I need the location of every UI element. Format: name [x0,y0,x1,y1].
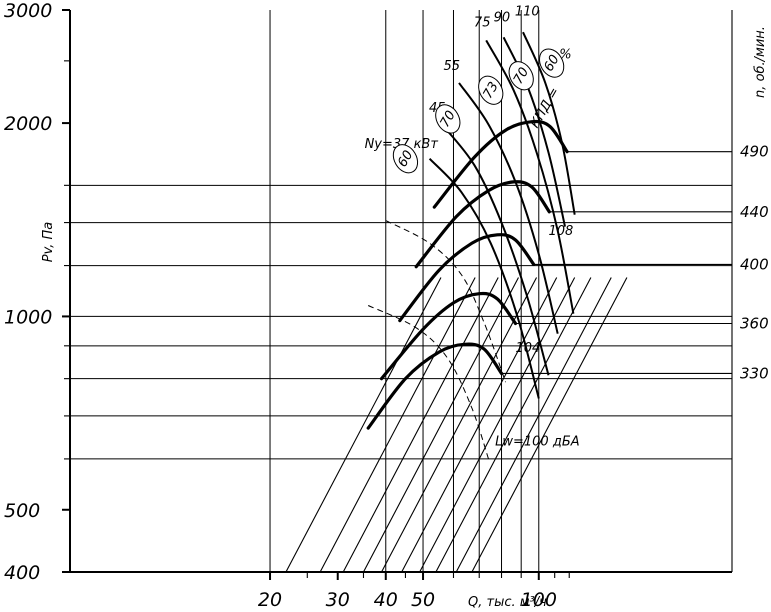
efficiency-ring [539,48,565,78]
x-tick-label: 50 [411,589,435,611]
x-axis-label: Q, тыс. м³/ч [468,595,547,610]
noise-label: 104 [516,341,541,356]
y-tick-label: 3000 [4,0,52,22]
x-tick-label: 40 [374,589,398,611]
efficiency-label: 60 [395,148,416,170]
efficiency-label: 73 [481,80,502,102]
rpm-diagonal-line [435,277,592,573]
axis-ticks [62,9,570,580]
power-curve-label: 90 [494,10,511,25]
power-curve-label: 110 [515,5,540,20]
rpm-label: 440 [740,203,769,221]
power-curve-label: 75 [474,15,491,30]
y-tick-label: 2000 [4,113,52,135]
pressure-curve-440 [414,180,551,269]
power-curve [458,82,559,334]
rpm-label: 400 [740,255,769,273]
rpm-diagonal-line [419,277,576,573]
power-curve [441,123,550,376]
rpm-diagonal-line [381,277,538,573]
y-tick-label: 400 [4,562,40,584]
pressure-curve-360 [379,291,518,381]
power-curve-label: 55 [443,59,460,74]
noise-label: 108 [549,224,574,239]
rpm-diagonal-line [401,277,558,573]
efficiency-label: 70 [438,108,459,130]
x-tick-label: 100 [521,589,557,611]
rpm-diagonal-line [319,277,476,573]
rpm-grid-lines [285,277,628,573]
efficiency-dashed-lines [367,220,507,460]
rpm-label: 360 [740,314,769,332]
y-tick-label: 1000 [4,306,52,328]
rpm-label: 490 [740,143,769,161]
noise-label: Lw=100 дБА [495,434,580,449]
y-axis-label: Pv, Па [41,222,56,263]
x-tick-label: 20 [258,589,282,611]
efficiency-ring [508,61,534,91]
tick-labels: 330 360 400 440 490 400 500 1000 2000 3000 20 30 40 5… [4,0,769,611]
rpm-diagonal-line [455,277,612,573]
pressure-curve-400 [398,233,536,323]
rpm-axis-label: n, об./мин. [753,26,768,98]
efficiency-dashed-curve [385,220,507,383]
rpm-label: 330 [740,364,769,382]
pressure-curve-330 [366,342,504,430]
efficiency-ring [435,104,461,134]
rpm-diagonal-line [342,277,499,573]
efficiency-label: 60 [541,52,562,74]
efficiency-ring [392,144,419,174]
x-tick-label: 30 [326,589,350,611]
pressure-curve-490 [432,119,569,209]
efficiency-percent: % [559,48,571,63]
power-curve [522,31,576,215]
grid-lines [70,10,732,572]
efficiency-ring [478,75,504,105]
rpm-leader-lines [501,151,732,375]
rpm-diagonal-line [362,277,519,573]
pressure-curves [366,119,569,430]
rpm-diagonal-line [471,277,628,573]
efficiency-label: 70 [511,65,532,87]
y-tick-label: 500 [4,500,40,522]
